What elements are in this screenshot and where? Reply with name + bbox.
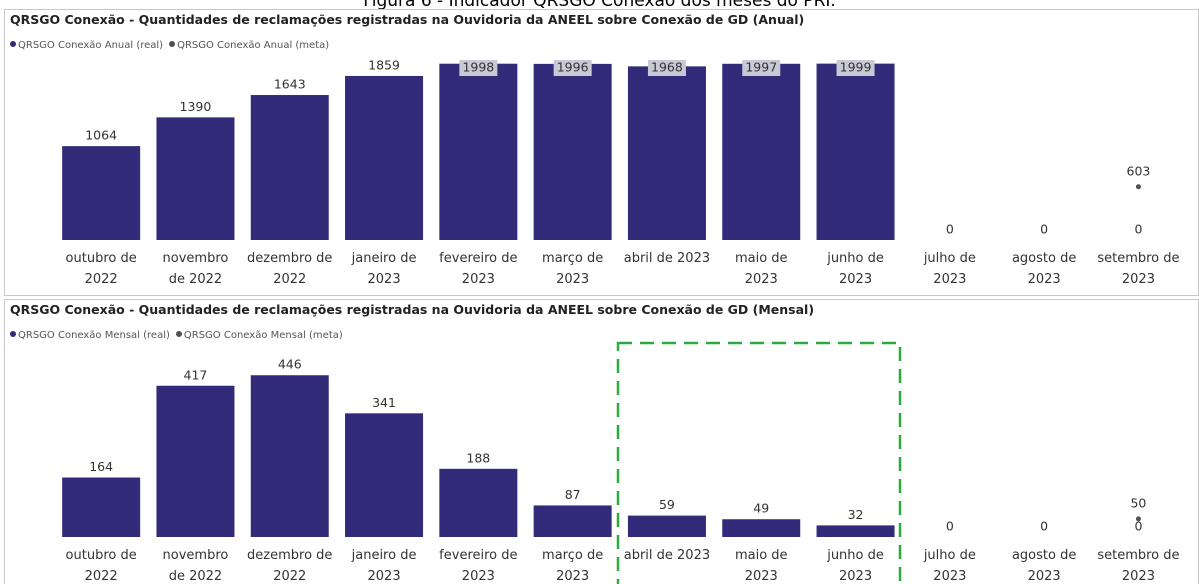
data-label: 0 — [1134, 519, 1142, 534]
data-label: 0 — [1040, 519, 1048, 534]
data-label: 1999 — [840, 60, 872, 75]
data-label: 59 — [659, 497, 675, 512]
label-bg — [553, 60, 592, 76]
caption: Figura 6 - Indicador QRSGO Conexão dos m… — [363, 0, 836, 11]
legend-marker — [10, 41, 16, 47]
legend-item: QRSGO Conexão Anual (real) — [10, 40, 163, 51]
legend-marker — [169, 41, 176, 47]
x-tick-label: setembro de 2023 — [1097, 548, 1180, 584]
meta-point — [1135, 516, 1141, 522]
bar — [439, 468, 518, 537]
x-tick-label: junho de 2023 — [827, 251, 884, 287]
bar — [250, 375, 329, 537]
data-label: 0 — [1040, 222, 1048, 237]
bar — [250, 95, 329, 240]
label-bg — [459, 60, 498, 76]
data-label: 0 — [946, 222, 954, 237]
x-tick-label: agosto de 2023 — [1011, 548, 1077, 584]
x-tick-label: março de 2023 — [542, 251, 604, 287]
legend: QRSGO Conexão Mensal (real) QRSGO Conexão… — [10, 330, 343, 341]
data-label: 1390 — [180, 99, 212, 114]
data-label: 1997 — [745, 60, 777, 75]
data-label: 1968 — [651, 60, 683, 75]
legend-item: QRSGO Conexão Mensal (real) — [10, 330, 170, 341]
chart-title: QRSGO Conexão - Quantidades de reclamaçõ… — [10, 12, 805, 27]
legend-marker — [10, 331, 16, 337]
bar — [533, 63, 612, 240]
bar — [439, 63, 518, 240]
bar — [345, 413, 424, 537]
bar — [627, 515, 706, 537]
data-label: 0 — [946, 519, 954, 534]
x-tick-label: setembro de 2023 — [1097, 251, 1180, 287]
legend-label: QRSGO Conexão Anual (meta) — [177, 40, 330, 51]
data-label: 1064 — [85, 128, 117, 143]
bar — [62, 146, 141, 240]
x-tick-label: junho de 2023 — [827, 548, 884, 584]
bar — [156, 117, 235, 240]
data-label: 50 — [1130, 495, 1146, 510]
legend-label: QRSGO Conexão Anual (real) — [18, 40, 164, 51]
data-label: 164 — [89, 459, 113, 474]
label-bg — [836, 60, 875, 76]
x-tick-label: janeiro de 2023 — [351, 251, 417, 287]
legend-marker — [175, 331, 182, 337]
legend: QRSGO Conexão Anual (real) QRSGO Conexão … — [10, 40, 329, 51]
data-label: 32 — [848, 507, 864, 522]
x-tick-label: março de 2023 — [542, 548, 604, 584]
x-tick-label: novembro de 2022 — [162, 548, 229, 584]
data-label: 341 — [372, 395, 396, 410]
data-label: 1859 — [368, 57, 400, 72]
bar — [62, 477, 141, 537]
x-tick-label: novembro de 2022 — [162, 251, 229, 287]
label-bg — [647, 60, 686, 76]
data-label: 1643 — [274, 77, 306, 92]
data-label: 446 — [278, 357, 302, 372]
bar — [156, 385, 235, 537]
data-label: 1998 — [462, 60, 494, 75]
x-tick-label: julho de 2023 — [923, 251, 976, 287]
bar — [345, 75, 424, 241]
legend-label: QRSGO Conexão Mensal (meta) — [183, 330, 343, 341]
bar — [722, 519, 801, 537]
x-tick-label: abril de 2023 — [623, 548, 711, 563]
meta-point — [1135, 184, 1141, 190]
x-tick-label: agosto de 2023 — [1011, 251, 1077, 287]
x-tick-label: dezembro de 2022 — [247, 251, 333, 287]
x-tick-label: abril de 2023 — [623, 251, 711, 266]
highlight-box — [616, 341, 902, 584]
chart-title: QRSGO Conexão - Quantidades de reclamaçõ… — [10, 302, 815, 317]
x-tick-label: outubro de 2022 — [65, 548, 137, 584]
bar — [722, 63, 801, 241]
bar — [816, 63, 895, 240]
x-tick-label: maio de 2023 — [734, 548, 788, 584]
legend-item: QRSGO Conexão Mensal (meta) — [175, 330, 343, 341]
data-label: 0 — [1134, 222, 1142, 237]
bar — [816, 525, 895, 537]
bar — [533, 505, 612, 537]
data-label: 603 — [1127, 163, 1151, 178]
bar — [627, 66, 706, 241]
x-tick-label: fevereiro de 2023 — [439, 251, 518, 287]
data-label: 188 — [466, 450, 490, 465]
data-label: 1996 — [557, 60, 589, 75]
x-tick-label: fevereiro de 2023 — [439, 548, 518, 584]
data-label: 49 — [753, 501, 769, 516]
x-tick-label: dezembro de 2022 — [247, 548, 333, 584]
legend-label: QRSGO Conexão Mensal (real) — [18, 330, 170, 341]
x-tick-label: janeiro de 2023 — [351, 548, 417, 584]
x-tick-label: julho de 2023 — [923, 548, 976, 584]
label-bg — [742, 60, 781, 76]
data-label: 417 — [184, 367, 208, 382]
x-tick-label: outubro de 2022 — [65, 251, 137, 287]
data-label: 87 — [565, 487, 581, 502]
legend-item: QRSGO Conexão Anual (meta) — [169, 40, 329, 51]
x-tick-label: maio de 2023 — [734, 251, 788, 287]
